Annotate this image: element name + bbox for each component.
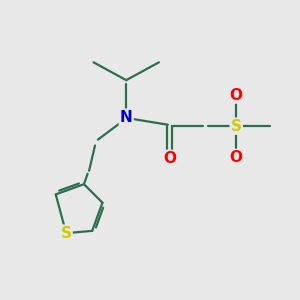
Text: S: S <box>231 119 242 134</box>
Text: S: S <box>61 226 72 241</box>
Text: O: O <box>230 150 243 165</box>
Text: O: O <box>163 151 176 166</box>
Text: N: N <box>120 110 133 125</box>
Text: O: O <box>230 88 243 103</box>
